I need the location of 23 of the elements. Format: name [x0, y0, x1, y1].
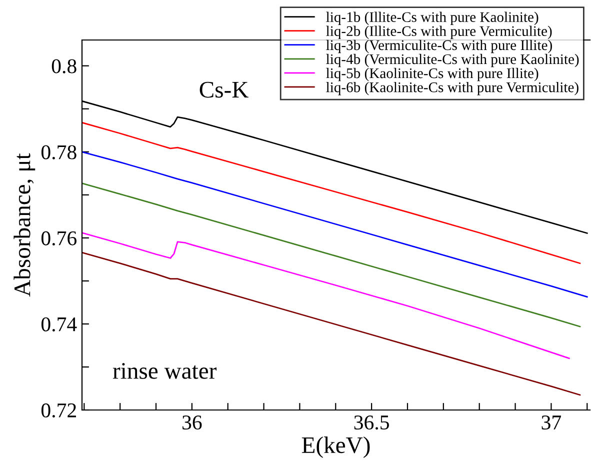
legend-label: liq-2b (Illite-Cs with pure Vermiculite): [326, 26, 552, 40]
y-tick-label: 0.76: [41, 231, 77, 246]
line-series: [82, 151, 588, 298]
line-series: [82, 252, 581, 396]
legend-label: liq-4b (Vermiculite-Cs with pure Kaolinite): [326, 54, 579, 68]
annotation: rinse water: [112, 363, 217, 379]
legend-label: liq-1b (Illite-Cs with pure Kaolinite): [326, 12, 538, 25]
line-series: [82, 232, 570, 360]
y-axis-title: Absorbance, μt: [14, 153, 36, 297]
legend-label: liq-3b (Vermiculite-Cs with pure Illite): [326, 40, 552, 54]
x-tick-label: 37: [542, 416, 562, 430]
x-tick-label: 36: [182, 416, 202, 430]
annotation: Cs-K: [200, 82, 248, 98]
y-tick-label: 0.72: [41, 403, 76, 418]
legend-label: liq-6b (Kaolinite-Cs with pure Vermiculite): [326, 82, 578, 96]
line-series: [82, 122, 581, 264]
legend-label: liq-5b (Kaolinite-Cs with pure Illite): [326, 68, 538, 82]
x-tick-label: 36.5: [354, 416, 389, 430]
x-axis-title: E(keV): [302, 436, 370, 458]
y-tick-label: 0.8: [52, 59, 76, 74]
line-series: [82, 182, 581, 328]
y-tick-label: 0.78: [41, 145, 76, 160]
y-tick-label: 0.74: [41, 317, 77, 332]
